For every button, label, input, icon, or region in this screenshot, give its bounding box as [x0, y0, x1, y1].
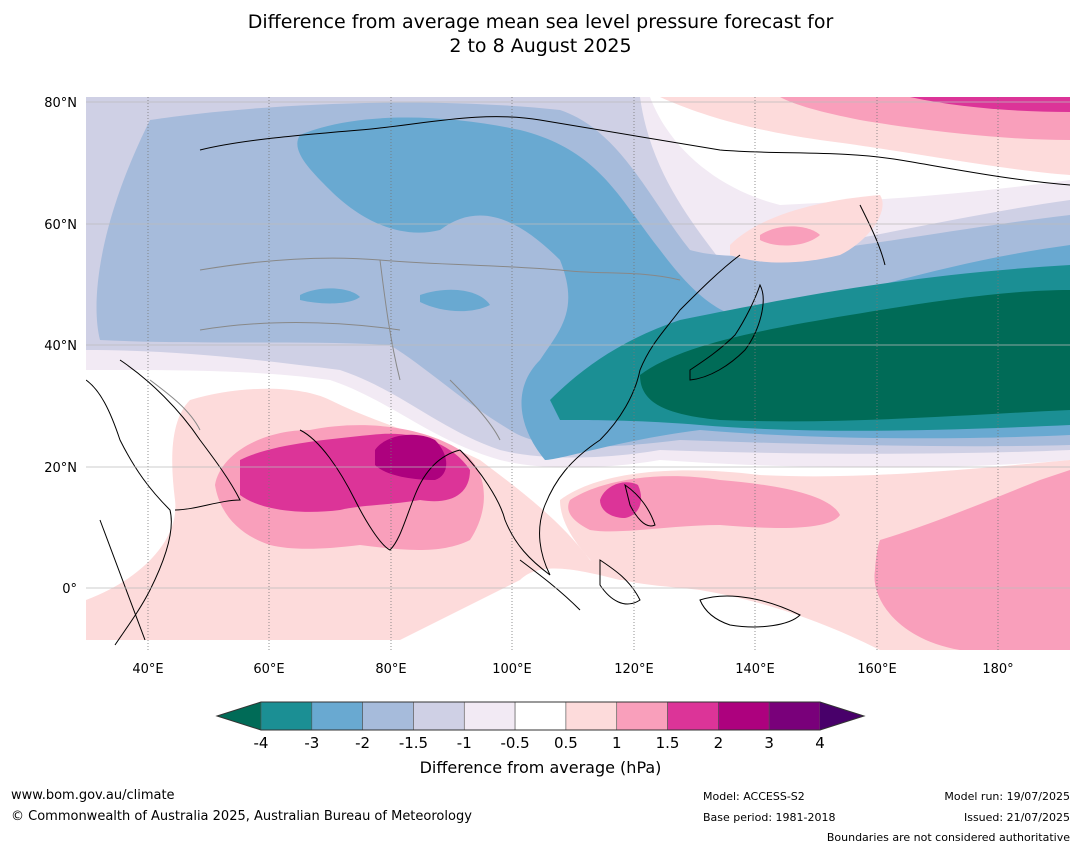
lon-label: 140°E	[735, 662, 775, 677]
colorbar-swatch	[616, 701, 668, 731]
colorbar-tick-label: -0.5	[500, 734, 529, 752]
copyright-text: © Commonwealth of Australia 2025, Austra…	[11, 809, 472, 824]
contour-neg-4	[640, 290, 1070, 422]
colorbar-tick-label: 3	[764, 734, 774, 752]
colorbar-tick-label: 0.5	[554, 734, 578, 752]
contour-pos-1p5-arctic	[910, 97, 1070, 112]
map-title: Difference from average mean sea level p…	[0, 10, 1081, 58]
website-link[interactable]: www.bom.gov.au/climate	[11, 788, 175, 803]
colorbar-label: Difference from average (hPa)	[419, 758, 662, 777]
lon-label: 60°E	[253, 662, 284, 677]
contour-pos-2-indian	[375, 434, 447, 480]
coastlines	[86, 116, 1070, 646]
colorbar-tick-label: -3	[304, 734, 319, 752]
colorbar-under-arrow	[217, 702, 261, 730]
colorbar-swatch	[311, 701, 363, 731]
model-text: Model: ACCESS-S2	[703, 790, 805, 803]
map-title-line1: Difference from average mean sea level p…	[247, 11, 834, 33]
contour-neg-2-b	[300, 288, 360, 304]
colorbar-over-arrow	[820, 702, 864, 730]
issued-text: Issued: 21/07/2025	[963, 811, 1070, 824]
lon-label: 120°E	[614, 662, 654, 677]
colorbar-tick-label: -2	[355, 734, 370, 752]
lon-label: 40°E	[132, 662, 163, 677]
lat-label: 20°N	[44, 461, 77, 476]
colorbar-swatch	[718, 701, 770, 731]
lat-axis: 80°N 60°N 40°N 20°N 0°	[44, 96, 77, 597]
graticule-meridians	[147, 97, 999, 650]
colorbar-swatch	[260, 701, 313, 731]
colorbar-swatches	[260, 701, 821, 731]
colorbar-swatch	[362, 701, 414, 731]
colorbar-tick-label: 2	[714, 734, 724, 752]
lon-label: 100°E	[492, 662, 532, 677]
colorbar-tick-label: 1.5	[656, 734, 680, 752]
base-period-text: Base period: 1981-2018	[703, 811, 836, 824]
lat-label: 80°N	[44, 96, 77, 111]
colorbar-tick-label: -1	[457, 734, 472, 752]
colorbar-swatch	[463, 701, 516, 731]
lon-label: 160°E	[857, 662, 897, 677]
colorbar-ticks: -4 -3 -2 -1.5 -1 -0.5 0.5 1 1.5 2 3 4	[254, 734, 825, 752]
lon-label: 80°E	[375, 662, 406, 677]
borders	[149, 257, 681, 441]
colorbar-tick-label: -4	[254, 734, 269, 752]
colorbar-swatch	[514, 701, 567, 731]
colorbar-tick-label: -1.5	[399, 734, 428, 752]
colorbar-tick-label: 4	[815, 734, 825, 752]
lat-label: 0°	[62, 582, 77, 597]
colorbar-swatch	[413, 701, 465, 731]
anomaly-map: 80°N 60°N 40°N 20°N 0° 40°E 60°E 80°E 10…	[44, 96, 1070, 677]
colorbar-swatch	[667, 701, 719, 731]
map-canvas	[86, 97, 1070, 650]
colorbar-swatch	[565, 701, 618, 731]
contour-pos-1-okhotsk	[760, 226, 820, 246]
model-run-text: Model run: 19/07/2025	[944, 790, 1070, 803]
contour-neg-2-c	[420, 289, 490, 312]
graticule-parallels	[86, 101, 1070, 589]
contour-pos-1-pacific	[874, 470, 1070, 650]
lat-label: 60°N	[44, 218, 77, 233]
colorbar-swatch	[768, 701, 821, 731]
colorbar: -4 -3 -2 -1.5 -1 -0.5 0.5 1 1.5 2 3 4	[215, 701, 866, 752]
disclaimer-text: Boundaries are not considered authoritat…	[826, 831, 1070, 844]
contour-pos-1p5-philippines	[600, 482, 642, 518]
lon-label: 180°	[982, 662, 1013, 677]
colorbar-tick-label: 1	[612, 734, 622, 752]
lon-axis: 40°E 60°E 80°E 100°E 120°E 140°E 160°E 1…	[132, 662, 1013, 677]
lat-label: 40°N	[44, 339, 77, 354]
map-title-line2: 2 to 8 August 2025	[449, 35, 632, 57]
